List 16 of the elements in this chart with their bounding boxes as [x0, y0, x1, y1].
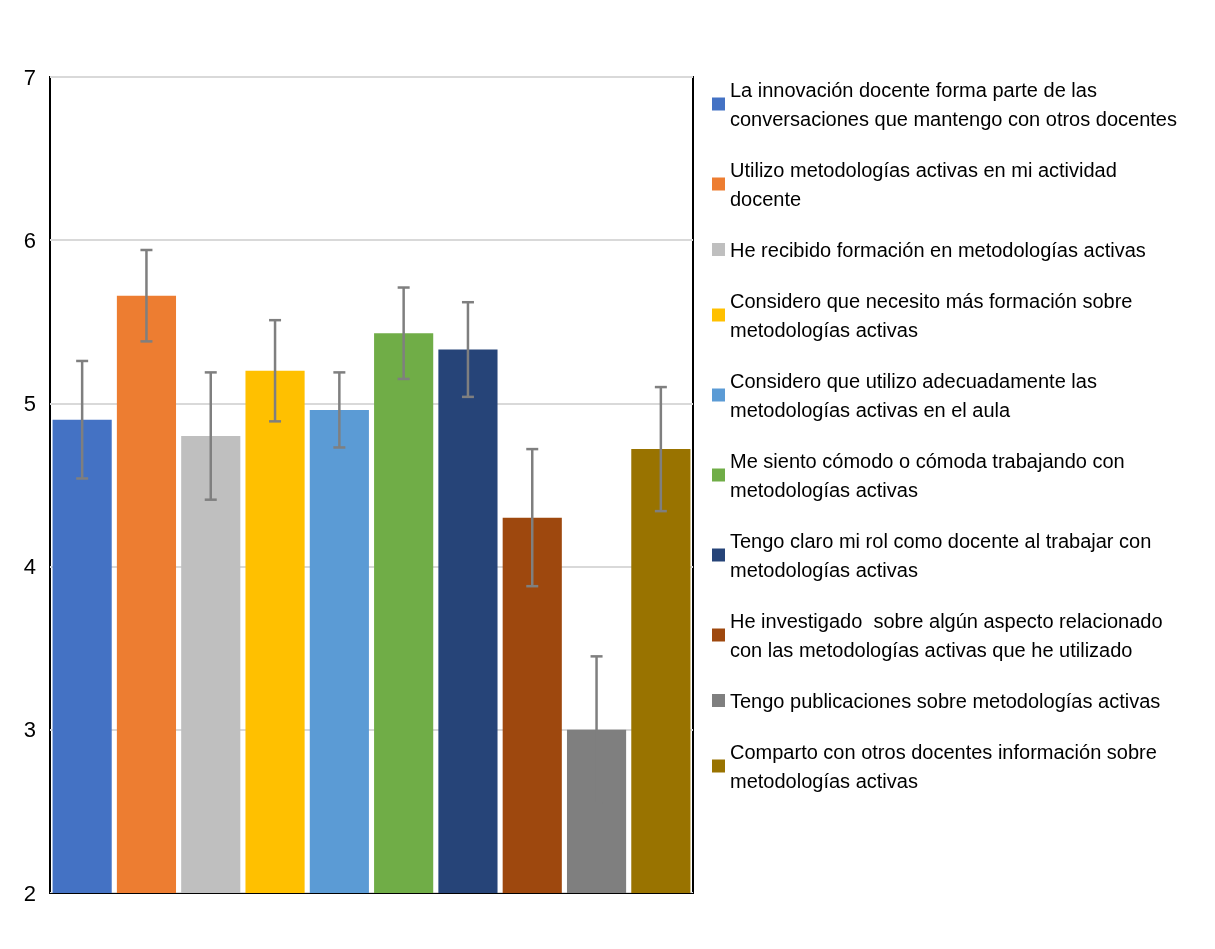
y-tick-label: 5 [23, 390, 36, 416]
y-tick-label: 3 [23, 717, 36, 743]
legend-label: Me siento cómodo o cómoda trabajando con metodologías activas [730, 449, 1131, 501]
y-tick-label: 2 [23, 880, 36, 906]
legend-label: La innovación docente forma parte de las conversaciones que mantengo con otros docentes [730, 78, 1177, 130]
legend-label: He investigado sobre algún aspecto relacionado con las metodologías activas que he utilizado [730, 609, 1169, 661]
legend-label: Considero que necesito más formación sobre metodologías activas [730, 289, 1138, 341]
legend-label: Utilizo metodologías activas en mi actividad docente [730, 158, 1123, 210]
legend-label: Tengo claro mi rol como docente al trabajar con metodologías activas [730, 529, 1157, 581]
y-tick-label: 7 [23, 64, 36, 90]
legend-label: Considero que utilizo adecuadamente las metodologías activas en el aula [730, 369, 1103, 421]
y-tick-label: 6 [23, 227, 36, 253]
legend-label: He recibido formación en metodologías activas [730, 238, 1146, 261]
legend-label: Comparto con otros docentes información sobre metodologías activas [730, 740, 1163, 792]
y-tick-label: 4 [23, 554, 36, 580]
legend-label: Tengo publicaciones sobre metodologías activas [730, 689, 1161, 712]
